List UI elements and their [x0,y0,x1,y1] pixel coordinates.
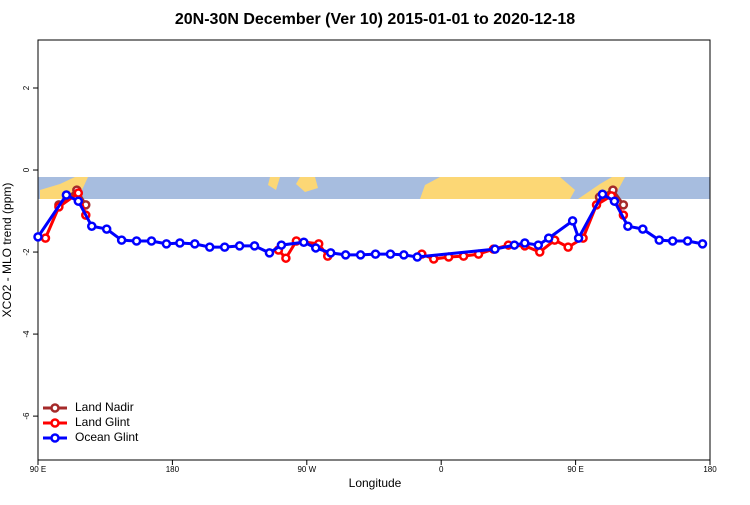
data-point [573,233,584,243]
series-line [36,192,703,259]
y-axis-label: XCO2 - MLO trend (ppm) [0,183,14,318]
data-point [234,241,245,251]
map-land [578,177,625,199]
legend-swatch [50,418,60,428]
data-point [654,235,664,245]
data-point [385,249,396,259]
y-tick-label: 0 [22,167,31,172]
data-point [73,188,84,198]
y-tick-label: 2 [22,85,31,90]
x-tick-label: 90 E [30,465,46,474]
plot-frame [37,39,711,461]
data-point [281,253,291,263]
data-point [87,221,97,231]
data-point [563,242,573,252]
data-point [609,196,620,206]
data-point [264,248,275,258]
legend-swatch [50,433,60,443]
map-land [420,177,575,199]
data-point [597,189,608,199]
legend-label: Land Glint [75,415,130,429]
data-point [219,242,230,252]
data-point [567,216,578,226]
data-point [40,233,51,243]
data-point [667,236,678,246]
data-point [509,240,520,250]
chart-title: 20N-30N December (Ver 10) 2015-01-01 to … [175,11,575,28]
data-point [490,244,500,254]
data-point [33,232,43,242]
data-point [533,240,544,250]
x-axis-label: Longitude [349,476,402,490]
data-point [311,243,321,253]
data-point [146,236,157,246]
map-land [268,177,280,190]
data-point [61,190,72,200]
data-point [623,221,633,231]
data-point [299,237,309,247]
x-tick-label: 0 [439,465,444,474]
x-tick-label: 90 W [297,465,316,474]
data-point [116,235,127,245]
data-point [340,250,351,260]
data-point [399,250,409,260]
y-tick-label: -2 [22,248,31,256]
data-point [161,239,172,249]
data-point [73,196,84,206]
x-tick-label: 180 [703,465,717,474]
legend-swatch [50,403,60,413]
data-point [520,238,530,248]
data-point [101,224,112,234]
data-point [249,241,260,251]
data-point [276,240,287,250]
map-land [296,177,318,192]
x-tick-label: 180 [166,465,180,474]
data-point [190,239,200,249]
data-point [175,238,185,248]
data-point [638,224,648,234]
legend-label: Land Nadir [75,400,134,414]
legend-label: Ocean Glint [75,430,139,444]
data-point [412,252,423,262]
data-point [204,242,215,252]
map-strip [38,177,710,199]
data-point [697,239,708,249]
data-point [543,233,554,243]
data-point [325,248,336,258]
y-tick-label: -6 [22,412,31,420]
data-point [682,236,693,246]
x-tick-label: 90 E [567,465,583,474]
data-point [618,200,629,210]
data-point [131,236,142,246]
data-point [370,249,381,259]
data-point [355,250,366,260]
y-tick-label: -4 [22,330,31,338]
